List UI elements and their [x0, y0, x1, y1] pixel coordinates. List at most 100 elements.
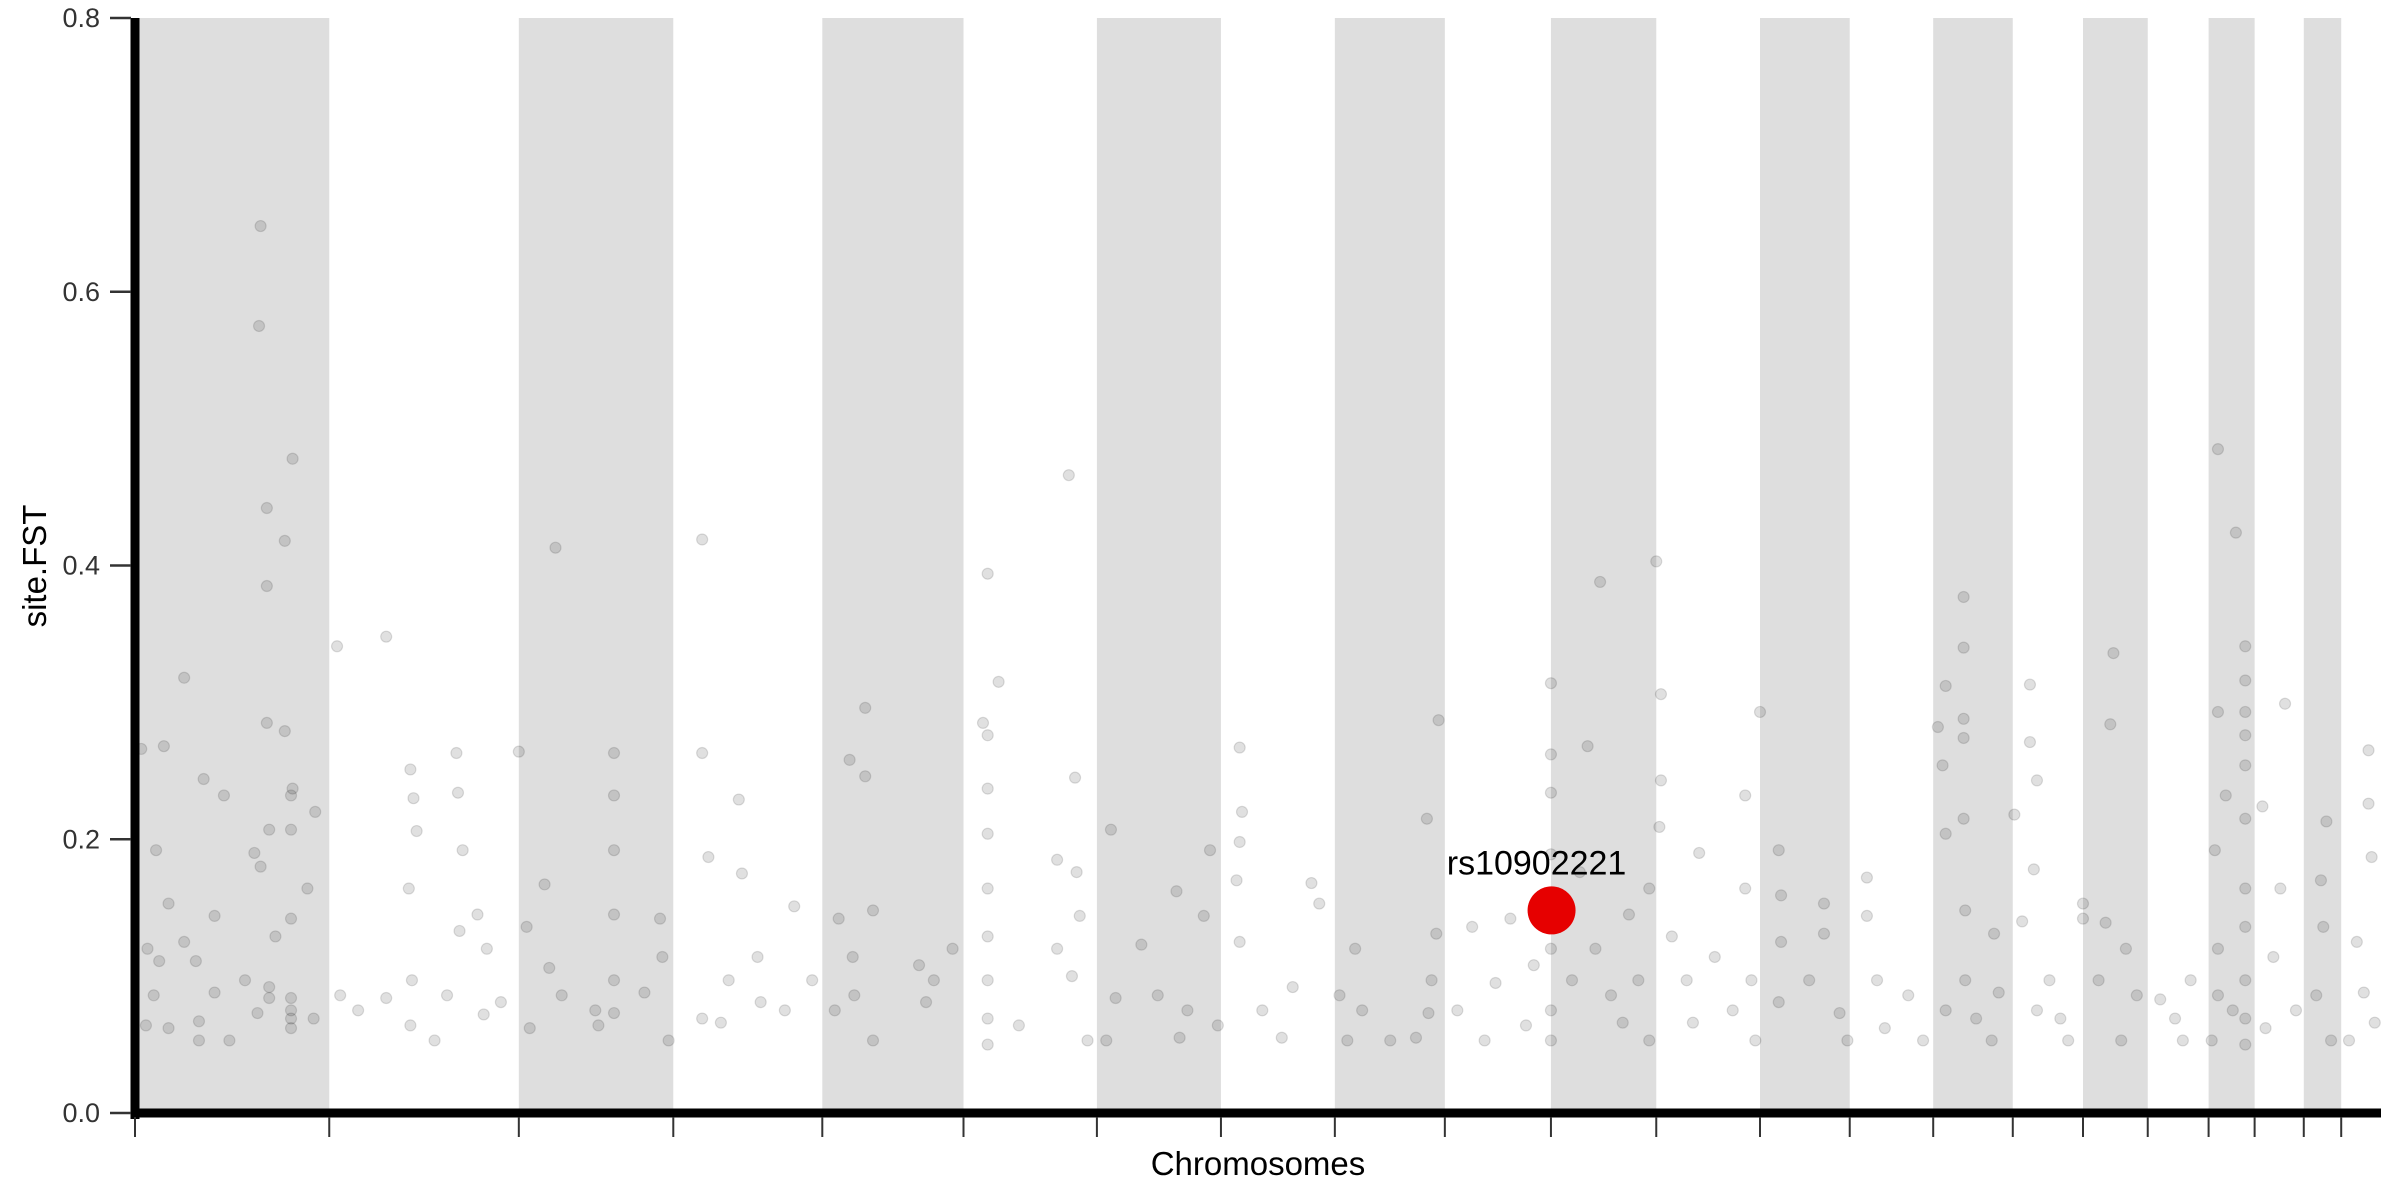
snp-point [1313, 897, 1326, 910]
snp-point [1544, 1034, 1558, 1047]
snp-point [286, 452, 299, 465]
snp-point [1992, 986, 2005, 999]
snp-point [1489, 976, 1502, 990]
snp-point [251, 1006, 264, 1020]
snp-point [1151, 989, 1164, 1002]
snp-point [1062, 469, 1075, 482]
snp-point [223, 1034, 236, 1047]
chromosome-band-5 [822, 18, 964, 1113]
snp-point [1745, 974, 1758, 987]
snp-point [1012, 1019, 1025, 1032]
snp-point [1803, 974, 1816, 987]
snp-point [1970, 1012, 1983, 1025]
snp-point [1544, 677, 1558, 690]
snp-point [208, 986, 221, 999]
snp-point [735, 867, 749, 880]
snp-point [1774, 935, 1788, 949]
snp-point [278, 534, 291, 547]
snp-point [2320, 815, 2333, 828]
snp-point [1478, 1034, 1491, 1047]
snp-point [410, 824, 423, 838]
snp-point [407, 792, 420, 805]
snp-point [927, 974, 940, 987]
snp-point [981, 930, 994, 943]
snp-point [2023, 735, 2037, 749]
snp-point [149, 844, 163, 857]
snp-point [1936, 759, 1949, 772]
chromosome-band-19 [2208, 18, 2255, 1113]
snp-point [2176, 1034, 2189, 1047]
snp-point [1349, 942, 1362, 955]
snp-point [1959, 974, 1972, 987]
snp-point [520, 920, 533, 933]
snp-point [754, 996, 767, 1009]
snp-point [607, 974, 621, 987]
snp-point [656, 950, 669, 964]
snp-point [1833, 1006, 1846, 1020]
snp-point [1197, 909, 1210, 923]
chromosome-band-13 [1760, 18, 1850, 1113]
snp-point [2076, 912, 2090, 925]
snp-point [2062, 1034, 2075, 1047]
snp-point [2027, 863, 2040, 876]
snp-point [2184, 974, 2197, 987]
snp-point [2205, 1034, 2218, 1047]
snp-point [2314, 874, 2328, 887]
snp-point [1235, 805, 1249, 818]
snp-point [1749, 1034, 1762, 1047]
snp-point [1211, 1019, 1224, 1032]
snp-point [2115, 1034, 2128, 1047]
snp-point [284, 1022, 298, 1035]
snp-point [2362, 797, 2375, 810]
snp-point [477, 1008, 490, 1021]
snp-point [2274, 882, 2287, 895]
snp-point [1181, 1004, 1194, 1017]
snp-point [1959, 904, 1972, 917]
snp-point [1430, 927, 1443, 940]
snp-point [751, 950, 764, 964]
snp-point [2289, 1004, 2303, 1017]
snp-point [2208, 844, 2221, 857]
snp-point [981, 974, 994, 987]
snp-point [607, 1006, 621, 1020]
snp-point [912, 959, 926, 972]
snp-point [2365, 850, 2378, 864]
snp-point [714, 1016, 727, 1029]
snp-point [284, 1004, 298, 1017]
snp-point [252, 319, 266, 333]
snp-point [859, 701, 872, 714]
snp-point [2211, 705, 2225, 719]
snp-point [2008, 808, 2021, 821]
snp-point [2239, 1038, 2252, 1051]
snp-point [1931, 720, 1944, 734]
snp-point [1957, 812, 1970, 825]
snp-point [2256, 800, 2269, 813]
snp-point [1432, 714, 1445, 727]
snp-point [284, 912, 298, 925]
snp-point [2239, 1012, 2252, 1025]
snp-point [197, 772, 210, 786]
snp-point [1286, 980, 1299, 994]
snp-point [284, 1012, 298, 1025]
snp-point [1878, 1022, 1891, 1035]
snp-point [1593, 575, 1607, 589]
snp-point [981, 827, 994, 840]
snp-point [843, 753, 856, 766]
snp-point [1409, 1031, 1423, 1044]
snp-point [471, 908, 484, 921]
snp-point [1860, 909, 1873, 923]
snp-point [189, 954, 202, 968]
snp-point [1356, 1004, 1369, 1017]
snp-point [1135, 938, 1148, 951]
snp-point [1233, 741, 1246, 754]
snp-point [1622, 908, 1636, 921]
snp-point [260, 501, 273, 515]
snp-point [2239, 920, 2252, 933]
snp-point [1604, 989, 1618, 1002]
snp-point [178, 671, 191, 684]
snp-point [1616, 1016, 1629, 1029]
snp-point [1425, 974, 1438, 987]
x-axis-title: Chromosomes [1151, 1145, 1366, 1182]
snp-point [866, 904, 880, 917]
snp-point [543, 961, 556, 975]
